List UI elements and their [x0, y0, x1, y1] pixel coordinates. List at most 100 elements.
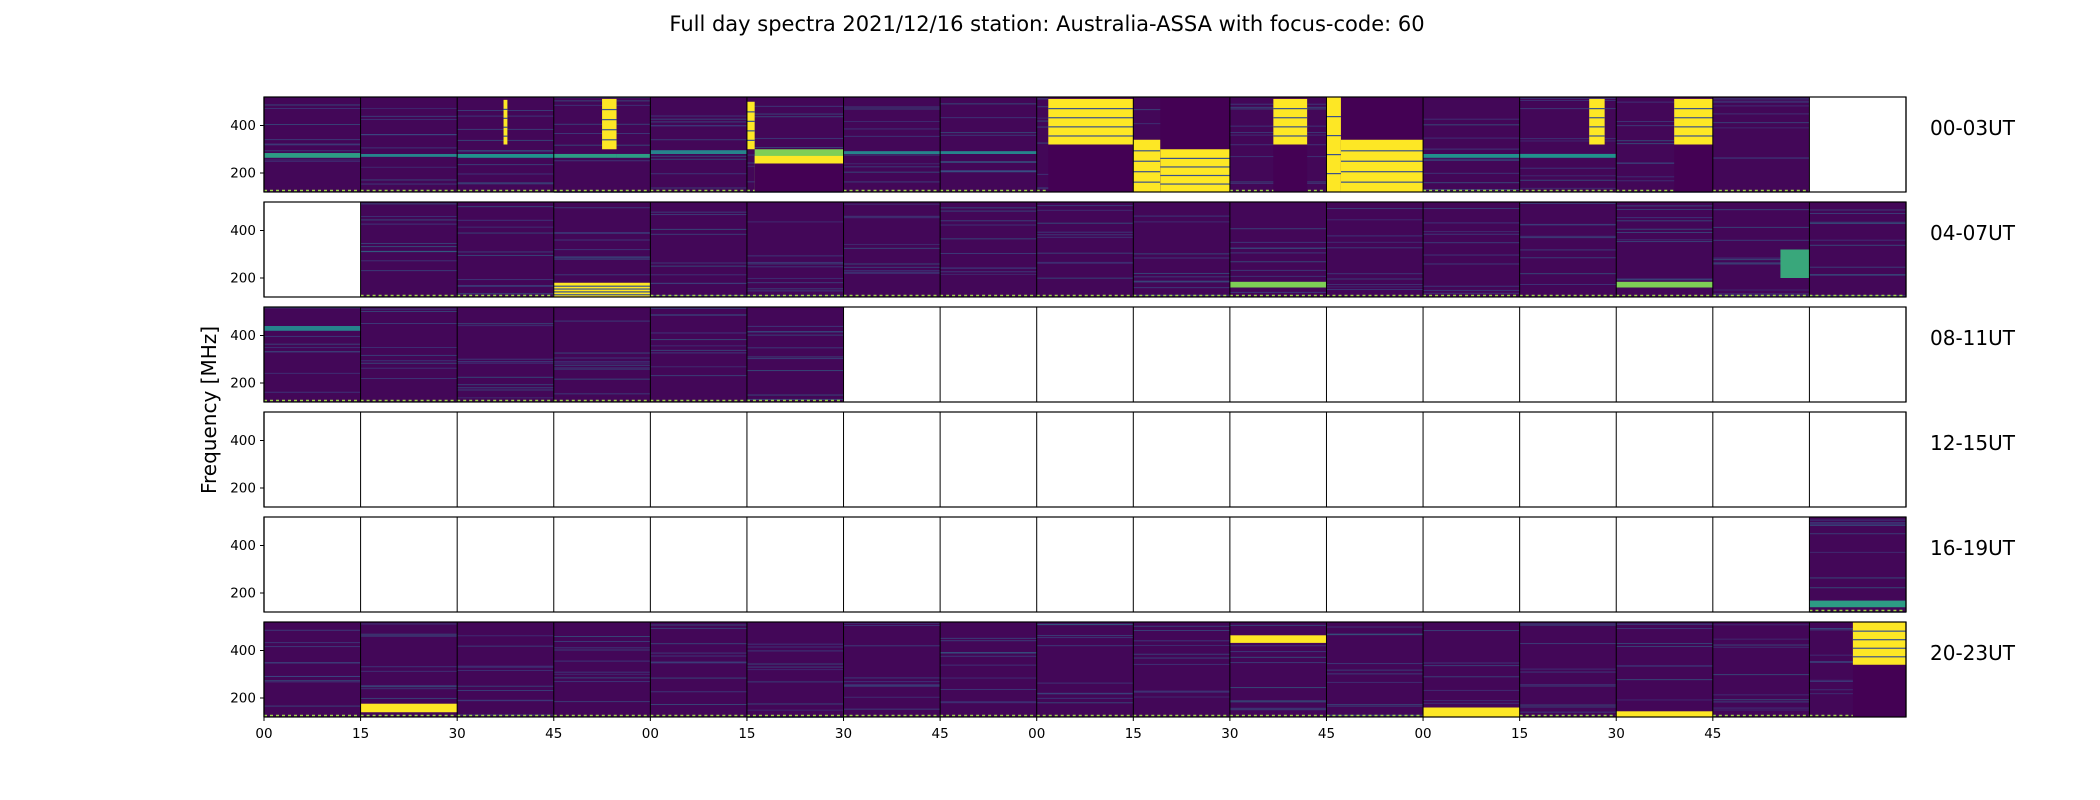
spectra-row-0: 400 200 00-03UT	[230, 96, 2016, 193]
spectrum-block	[650, 307, 747, 402]
spectral-feature	[1423, 707, 1520, 717]
spectrum-block	[1712, 622, 1810, 717]
spectrum-block	[843, 202, 941, 297]
spectrum-block	[1616, 202, 1713, 297]
x-tick-label: 30	[1608, 726, 1625, 742]
spectrum-block	[650, 622, 747, 717]
spectral-feature	[1809, 600, 1906, 608]
spectral-feature	[1616, 281, 1713, 288]
spectrum-block	[1133, 202, 1230, 297]
y-tick-label: 200	[230, 166, 256, 182]
spectrum-block	[746, 202, 844, 297]
spectral-feature	[754, 163, 844, 192]
feature-stripe	[1852, 630, 1906, 632]
row-frame	[263, 306, 1907, 403]
feature-stripe	[746, 139, 755, 141]
x-tick-label: 15	[738, 726, 755, 742]
spectral-feature	[457, 154, 554, 158]
spectrum-block	[1133, 622, 1230, 717]
spectrum-block	[1423, 202, 1520, 297]
spectrum-block	[264, 622, 361, 717]
feature-stripe	[1340, 150, 1424, 152]
feature-stripe	[602, 108, 617, 111]
spectral-feature	[940, 151, 1037, 154]
feature-stripe	[1340, 160, 1424, 162]
spectrum-block	[650, 97, 747, 192]
spectral-feature	[843, 151, 941, 154]
feature-stripe	[1340, 171, 1424, 173]
feature-stripe	[503, 108, 508, 110]
feature-stripe	[1048, 117, 1134, 119]
spectral-feature	[1133, 139, 1161, 192]
x-tick-label: 15	[352, 726, 369, 742]
feature-stripe	[1133, 181, 1161, 183]
x-tick-label: 00	[1414, 726, 1431, 742]
spectrum-block	[553, 622, 651, 717]
feature-stripe	[1674, 135, 1713, 137]
spectral-feature	[360, 703, 458, 713]
spectrum-block	[746, 622, 844, 718]
spectral-feature	[553, 154, 617, 158]
x-tick-label: 45	[932, 726, 949, 742]
row-label: 00-03UT	[1930, 116, 2016, 140]
feature-stripe	[553, 288, 651, 290]
feature-stripe	[1340, 181, 1424, 183]
spectral-feature	[1229, 281, 1327, 288]
feature-stripe	[1133, 171, 1161, 173]
x-tick-label: 30	[835, 726, 852, 742]
spectrum-block	[940, 202, 1037, 297]
x-tick-label: 30	[449, 726, 466, 742]
row-plot-area	[264, 517, 1906, 612]
feature-stripe	[1160, 183, 1230, 185]
feature-stripe	[1674, 126, 1713, 128]
feature-stripe	[1326, 135, 1341, 137]
y-tick-label: 400	[230, 433, 256, 449]
spectrum-block	[360, 202, 458, 297]
feature-stripe	[1589, 117, 1605, 119]
spectrum-block	[1423, 97, 1520, 193]
x-tick-label: 45	[545, 726, 562, 742]
feature-stripe	[553, 294, 651, 296]
spectrum-block	[1036, 202, 1134, 297]
spectrum-block	[746, 307, 844, 402]
feature-stripe	[1273, 135, 1308, 137]
row-label: 04-07UT	[1930, 221, 2016, 245]
spectral-feature	[264, 326, 361, 331]
feature-stripe	[503, 135, 508, 137]
feature-stripe	[503, 126, 508, 128]
spectrum-block	[843, 622, 941, 717]
row-frame	[263, 96, 1907, 193]
feature-stripe	[1048, 126, 1134, 128]
x-tick-label: 45	[1704, 726, 1721, 742]
spectra-rows: 40020000-03UT40020004-07UT40020008-11UT4…	[230, 96, 2016, 718]
row-frame	[263, 516, 1907, 613]
spectrum-block	[650, 202, 747, 297]
spectrum-block	[1809, 202, 1906, 297]
spectrum-block	[457, 307, 554, 402]
spectral-feature	[1780, 249, 1810, 278]
y-tick-label: 200	[230, 271, 256, 287]
spectral-feature	[1160, 149, 1230, 192]
spectrum-block	[1616, 622, 1713, 717]
feature-stripe	[1273, 117, 1308, 119]
feature-stripe	[1160, 174, 1230, 177]
spectral-feature	[1340, 139, 1424, 192]
spectrum-block	[1326, 622, 1424, 717]
feature-stripe	[1133, 150, 1161, 152]
feature-stripe	[746, 120, 755, 122]
spectral-feature	[1326, 97, 1341, 192]
feature-stripe	[1326, 173, 1341, 175]
feature-stripe	[602, 119, 617, 121]
spectrum-block	[1712, 97, 1810, 193]
y-tick-label: 200	[230, 481, 256, 497]
feature-stripe	[553, 291, 651, 293]
row-label: 20-23UT	[1930, 641, 2016, 665]
spectrum-block	[553, 307, 651, 402]
x-tick-label: 00	[1028, 726, 1045, 742]
feature-stripe	[1852, 639, 1906, 641]
x-tick-label: 15	[1125, 726, 1142, 742]
x-tick-label: 00	[642, 726, 659, 742]
spectral-feature	[754, 155, 844, 164]
feature-stripe	[1326, 116, 1341, 118]
